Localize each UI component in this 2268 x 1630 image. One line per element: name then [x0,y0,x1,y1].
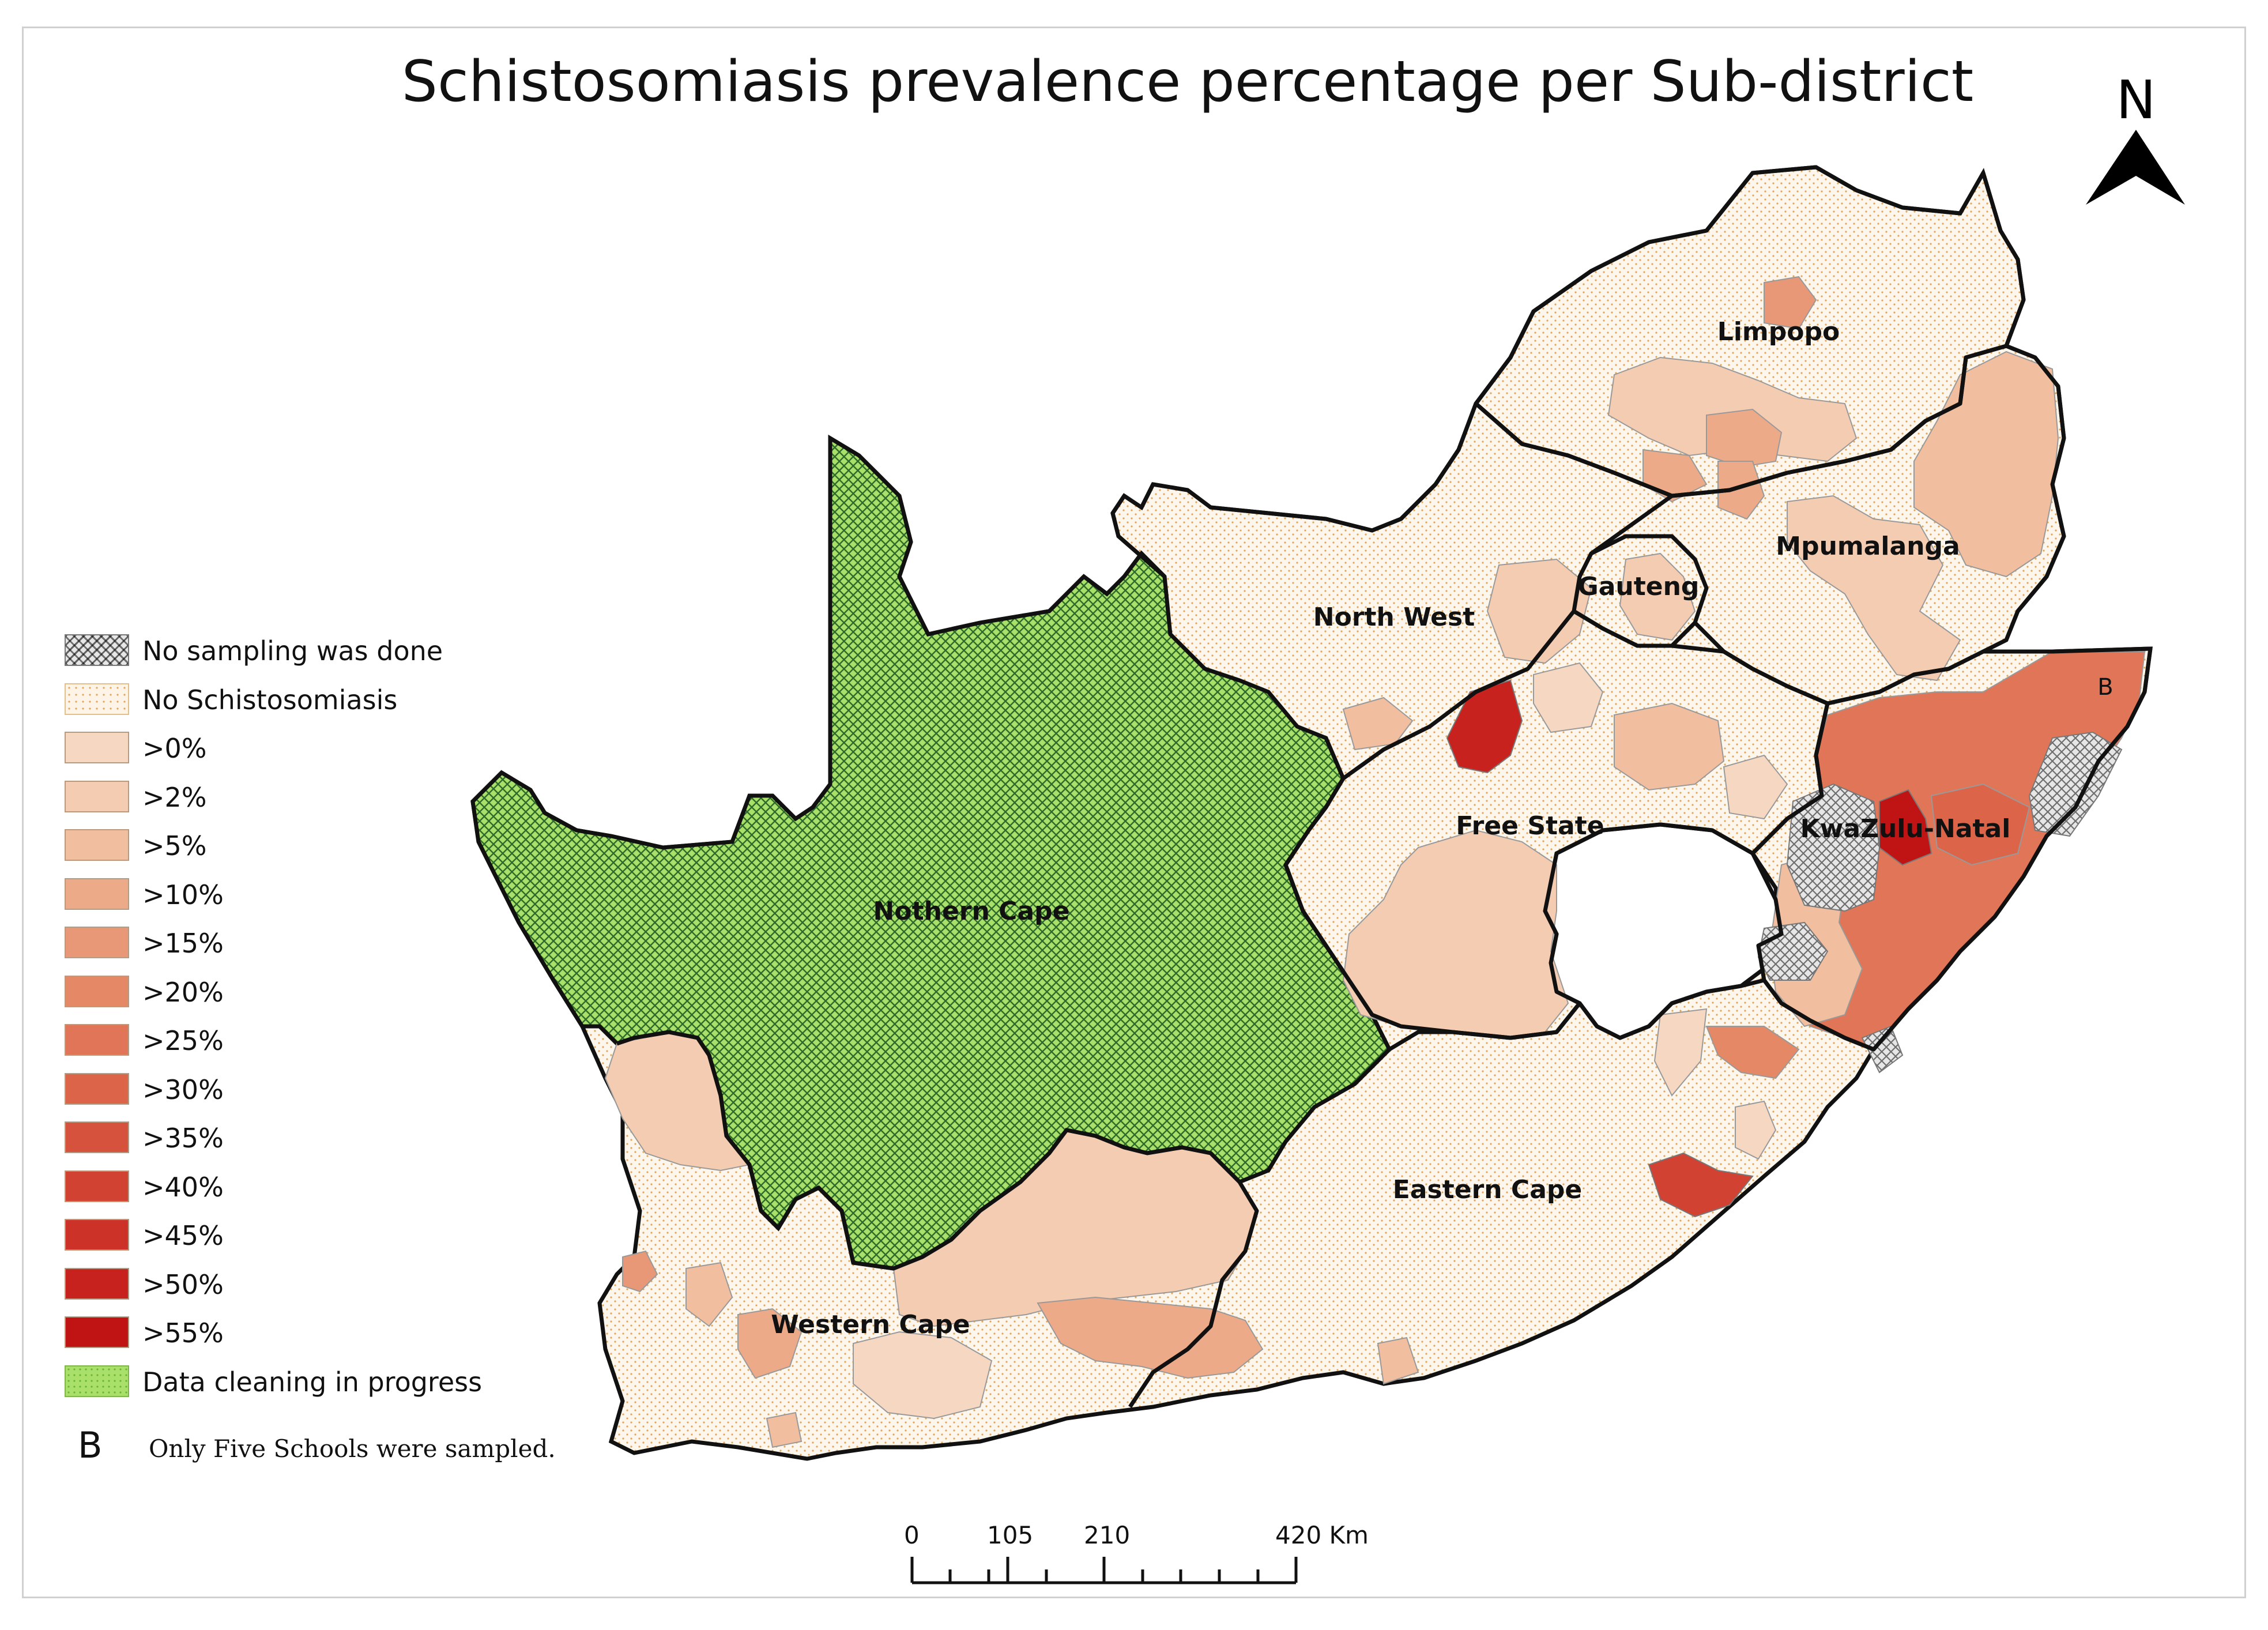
scale-label-210: 210 [1084,1521,1131,1549]
legend-swatch [65,1316,129,1348]
scale-label-420: 420 Km [1275,1521,1369,1549]
no-sampling-area-kzn-coast [1861,1025,1904,1074]
scale-label-105: 105 [987,1521,1034,1549]
limpopo-area-a [1764,276,1817,330]
scale-label-0: 0 [904,1521,920,1549]
legend-swatch [65,1024,129,1056]
legend-swatch-green [65,1365,129,1397]
note-text: Only Five Schools were sampled. [149,1435,556,1463]
legend-swatch [65,1219,129,1251]
mpumalanga-area-c [1717,461,1765,520]
free-state-high-area [1446,679,1523,774]
region-labels: Limpopo Mpumalanga Gauteng North West Fr… [771,317,2010,1339]
note-letter: B [78,1424,103,1466]
svg-text:N: N [2116,69,2156,131]
region-label-eastern-cape: Eastern Cape [1393,1175,1582,1204]
eastern-cape-area-b [1653,1008,1708,1097]
region-label-kwazulu-natal: KwaZulu-Natal [1800,814,2011,844]
region-label-gauteng: Gauteng [1578,572,1700,601]
western-cape-area-h [766,1411,803,1448]
free-state-border [1283,609,1830,1040]
region-label-mpumalanga: Mpumalanga [1776,532,1960,561]
north-west-area-a [1486,558,1592,664]
legend-swatch [65,732,129,763]
kwazulu-natal-border [1750,646,2153,1052]
region-label-free-state: Free State [1456,811,1604,841]
eastern-cape-high-area [1648,1152,1754,1218]
map-title: Schistosomiasis prevalence percentage pe… [401,49,1974,115]
north-arrow-icon: N [2086,69,2185,205]
legend-swatch [65,1267,129,1300]
north-west-area-b [1342,697,1414,751]
north-west-border [1110,401,1674,578]
region-label-northern-cape: Nothern Cape [873,897,1070,926]
mpumalanga-area-b [1787,495,1961,682]
region-label-north-west: North West [1313,603,1475,632]
legend-swatch [65,975,129,1007]
no-sampling-area-kzn-west [1786,783,1881,912]
free-state-area-a [1614,702,1725,791]
province-borders [616,165,2153,1408]
legend-swatch [65,878,129,910]
legend-swatch [65,1072,129,1105]
legend-swatch-dots [65,683,129,715]
eastern-cape-area-c [1735,1100,1777,1160]
eastern-cape-area-a [1705,1026,1800,1079]
western-cape-area-e [853,1331,993,1420]
region-label-western-cape: Western Cape [771,1310,970,1339]
limpopo-area-c [1706,408,1783,468]
legend-swatch [65,927,129,958]
western-cape-area-c [1037,1296,1264,1379]
free-state-area-d [1723,754,1788,820]
legend-swatch [65,780,129,812]
western-cape-border [616,1030,1259,1408]
kwazulu-natal-area-mid [1930,783,2030,866]
eastern-cape-area-d [1377,1337,1419,1385]
free-state-area-c [1533,662,1604,733]
western-cape-area-g [685,1262,733,1327]
gauteng-area [1619,552,1696,641]
limpopo-area-b [1607,356,1858,462]
map-frame [22,27,2246,1598]
western-cape-area-f [622,1250,658,1293]
region-label-limpopo: Limpopo [1717,317,1840,347]
legend-swatch [65,1121,129,1153]
gauteng-border [1572,534,1709,648]
legend-swatch [65,1170,129,1202]
eastern-cape-border [1388,978,1875,1052]
scale-bar [910,1557,1298,1584]
legend-swatch-hatch [65,634,129,666]
legend-swatch [65,829,129,861]
kzn-marker-b: B [2097,674,2113,701]
western-cape-area-d [737,1308,803,1379]
